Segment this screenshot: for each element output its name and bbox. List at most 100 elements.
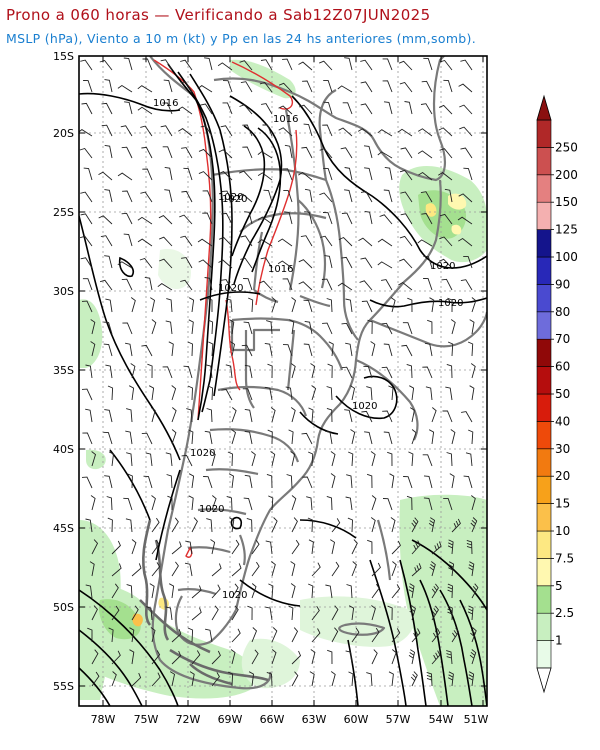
wind-barb	[231, 583, 239, 599]
wind-barb	[345, 650, 353, 665]
wind-barb	[471, 297, 477, 313]
wind-barb	[391, 584, 401, 599]
wind-barb	[400, 191, 413, 203]
lon-label: 63W	[302, 713, 327, 726]
wind-barb	[323, 101, 333, 115]
wind-barb	[285, 386, 293, 401]
wind-barb	[105, 364, 113, 379]
wind-barb	[443, 79, 453, 93]
wind-barb	[221, 190, 233, 203]
wind-barb	[81, 476, 93, 489]
wind-barb	[80, 257, 93, 269]
wind-barb	[198, 148, 213, 159]
wind-barb	[359, 280, 373, 291]
wind-barb	[221, 389, 233, 401]
wind-barb	[302, 476, 313, 489]
wind-barb	[79, 235, 93, 247]
wind-barb	[447, 341, 454, 357]
wind-barb	[309, 671, 315, 687]
wind-barb	[326, 495, 333, 511]
wind-barb	[286, 474, 293, 489]
wind-barb	[324, 255, 333, 269]
colorbar-label: 100	[555, 250, 578, 264]
wind-barb	[187, 385, 193, 401]
wind-barb	[165, 320, 173, 335]
wind-barb	[468, 429, 474, 445]
wind-barb	[382, 80, 393, 93]
colorbar-bin	[536, 448, 552, 477]
wind-barb	[371, 627, 380, 643]
wind-barb	[204, 430, 213, 445]
wind-barb	[230, 649, 236, 665]
wind-barb	[346, 584, 353, 599]
wind-barb	[360, 191, 373, 203]
wind-barb	[207, 385, 214, 401]
wind-barb	[241, 344, 253, 357]
wind-barb	[191, 517, 198, 533]
wind-barb	[371, 605, 376, 621]
wind-barb	[137, 238, 153, 247]
wind-barb	[80, 191, 93, 203]
colorbar-bin	[536, 229, 552, 258]
wind-barb	[408, 583, 415, 599]
wind-barb	[431, 541, 442, 555]
wind-barb	[126, 408, 133, 423]
colorbar-bin	[536, 366, 552, 395]
wind-barb	[438, 258, 453, 269]
wind-barb	[303, 343, 313, 357]
wind-barb	[243, 497, 253, 511]
colorbar-label: 200	[555, 168, 578, 182]
wind-barb	[310, 363, 316, 379]
wind-barb	[322, 322, 333, 335]
wind-barb	[82, 432, 93, 445]
colorbar-label: 1	[555, 634, 563, 648]
wind-barb	[120, 125, 133, 137]
wind-barb	[371, 495, 377, 511]
wind-barb	[338, 127, 353, 137]
colorbar-label: 80	[555, 305, 570, 319]
wind-barb	[345, 342, 353, 357]
wind-barb	[421, 80, 433, 93]
isobar-labels: 1016 1016 1016 1020 1020 1020 1020 1020 …	[153, 98, 463, 601]
isobar-label: 1016	[153, 98, 178, 109]
wind-barb	[423, 497, 433, 511]
lat-label: 15S	[53, 50, 74, 63]
wind-barb	[188, 297, 195, 313]
wind-barb	[337, 282, 353, 291]
isobar-label: 1020	[438, 298, 463, 309]
wind-barb	[290, 583, 296, 599]
wind-barb	[340, 147, 353, 159]
colorbar-label: 250	[555, 140, 578, 154]
wind-barb	[89, 561, 95, 577]
colorbar-label: 30	[555, 442, 570, 456]
wind-barb	[371, 562, 381, 577]
wind-barb	[422, 454, 433, 467]
wind-barb	[311, 628, 321, 643]
lat-label: 20S	[53, 127, 74, 140]
wind-barb	[197, 85, 213, 93]
wind-barb	[370, 517, 376, 533]
wind-barb	[323, 79, 333, 93]
wind-barb	[251, 583, 257, 599]
wind-barb	[347, 517, 353, 533]
wind-barb	[402, 322, 413, 335]
wind-barb	[417, 150, 433, 159]
wind-barb	[463, 167, 473, 181]
wind-barb	[438, 172, 453, 181]
colorbar-label: 50	[555, 387, 570, 401]
wind-barb	[383, 431, 393, 445]
wind-barb	[211, 563, 222, 577]
wind-barb	[103, 431, 113, 445]
wind-barb	[164, 166, 173, 181]
wind-barb	[351, 627, 360, 643]
wind-barb	[382, 410, 393, 423]
isobar-label: 1020	[222, 590, 247, 601]
wind-barb	[225, 364, 233, 379]
wind-barb	[231, 539, 240, 555]
wind-barb	[364, 210, 373, 225]
wind-barb	[122, 322, 133, 335]
wind-barb	[271, 297, 277, 313]
land-outlines	[149, 56, 487, 690]
wind-barb	[388, 671, 394, 687]
wind-barb	[111, 540, 121, 555]
